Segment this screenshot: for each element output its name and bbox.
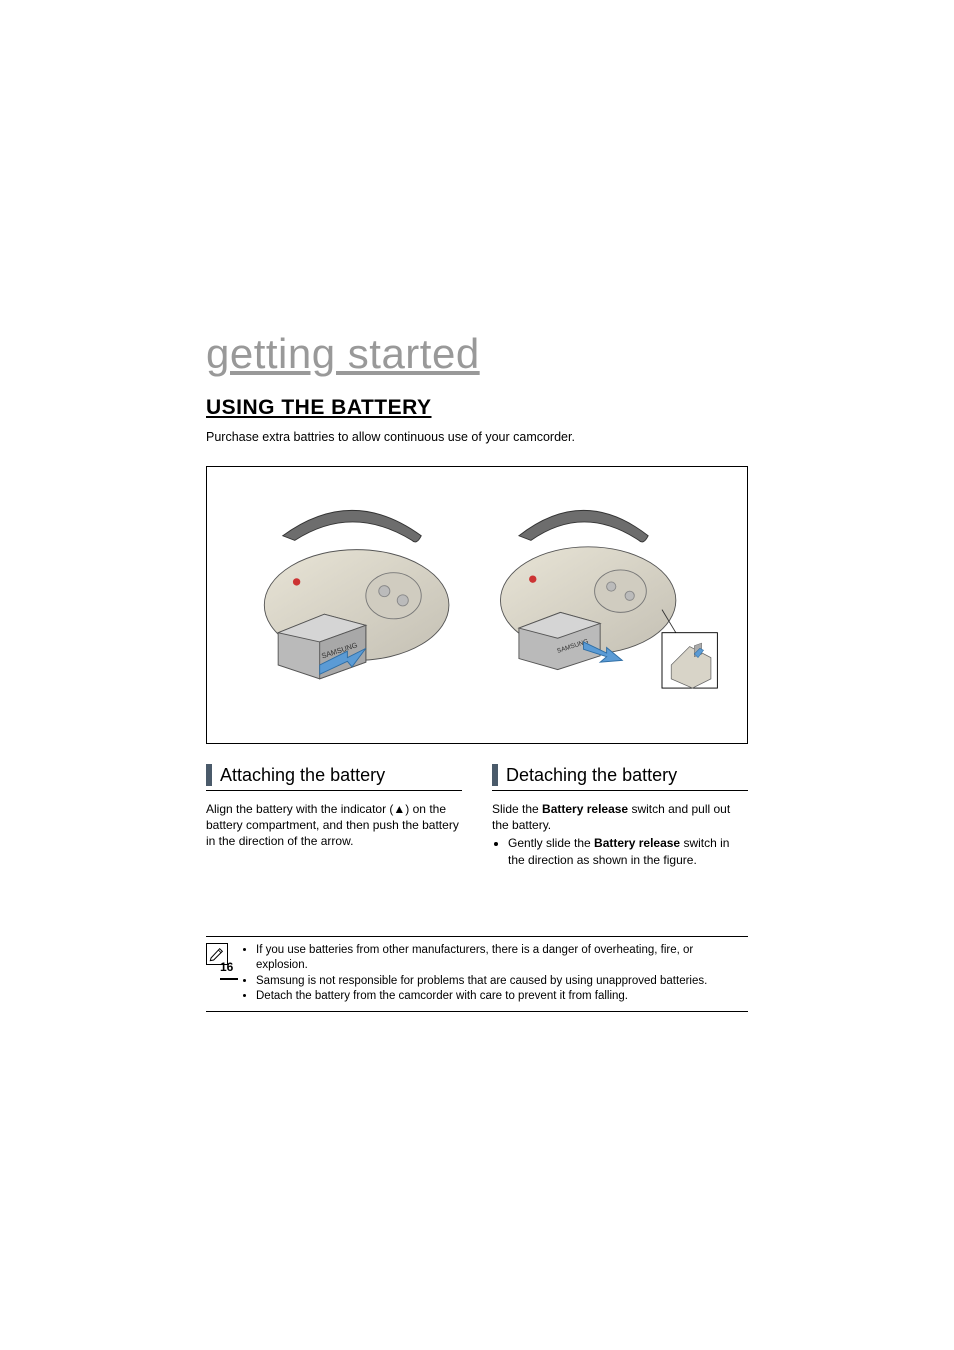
- battery-diagram: SAMSUNG SAMSUNG: [206, 466, 748, 744]
- note-list: If you use batteries from other manufact…: [240, 943, 748, 1005]
- detach-bullet-pre: Gently slide the: [508, 836, 594, 850]
- attaching-heading: Attaching the battery: [220, 765, 385, 786]
- subhead-marker: [492, 764, 498, 786]
- detach-bullet-bold: Battery release: [594, 836, 680, 850]
- note-block: If you use batteries from other manufact…: [206, 936, 748, 1012]
- detach-intro-bold: Battery release: [542, 802, 628, 816]
- page-number: 16: [220, 960, 238, 980]
- attach-diagram: SAMSUNG: [232, 487, 472, 723]
- subhead-marker: [206, 764, 212, 786]
- chapter-title: getting started: [206, 330, 748, 378]
- detaching-heading: Detaching the battery: [506, 765, 677, 786]
- note-item: If you use batteries from other manufact…: [256, 943, 748, 974]
- note-item: Samsung is not responsible for problems …: [256, 974, 748, 990]
- attaching-body: Align the battery with the indicator (▲)…: [206, 801, 462, 850]
- detach-intro-pre: Slide the: [492, 802, 542, 816]
- detaching-column: Detaching the battery Slide the Battery …: [492, 764, 748, 868]
- intro-text: Purchase extra battries to allow continu…: [206, 430, 748, 444]
- detach-diagram: SAMSUNG: [482, 487, 722, 723]
- detach-bullet: Gently slide the Battery release switch …: [508, 835, 748, 867]
- section-title: USING THE BATTERY: [206, 396, 748, 420]
- attaching-column: Attaching the battery Align the battery …: [206, 764, 462, 868]
- detaching-body: Slide the Battery release switch and pul…: [492, 801, 748, 868]
- note-item: Detach the battery from the camcorder wi…: [256, 989, 748, 1005]
